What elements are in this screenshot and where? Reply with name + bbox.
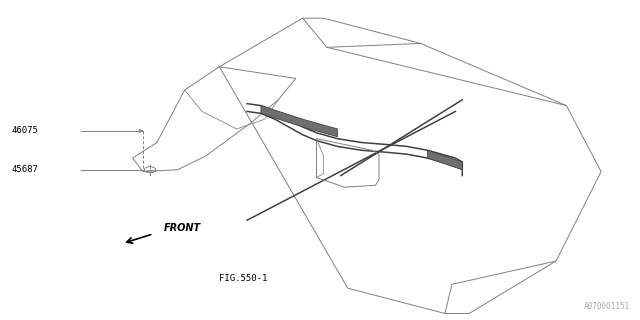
- Text: FRONT: FRONT: [164, 223, 201, 233]
- Text: 46075: 46075: [12, 126, 39, 135]
- Text: FIG.550-1: FIG.550-1: [220, 274, 268, 283]
- Text: 45687: 45687: [12, 165, 39, 174]
- Text: A070001151: A070001151: [584, 302, 630, 311]
- Polygon shape: [261, 106, 337, 137]
- Polygon shape: [428, 150, 462, 170]
